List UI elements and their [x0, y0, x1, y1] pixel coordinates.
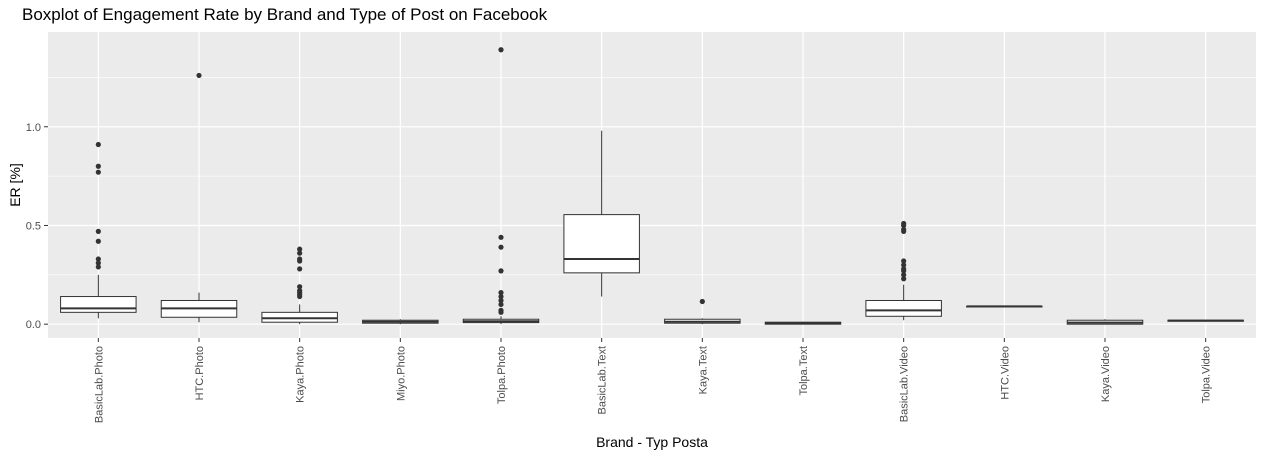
x-tick-label: Miyo.Photo — [395, 346, 407, 401]
outlier-point — [498, 244, 504, 250]
chart-title: Boxplot of Engagement Rate by Brand and … — [22, 5, 548, 24]
outlier-point — [901, 258, 907, 264]
x-tick-label: Tolpa.Text — [798, 346, 810, 396]
outlier-point — [901, 228, 907, 234]
outlier-point — [901, 262, 907, 268]
y-axis-title: ER [%] — [7, 163, 23, 207]
outlier-point — [498, 309, 504, 315]
box-Tolpa.Video — [1167, 319, 1244, 322]
outlier-point — [95, 169, 101, 175]
box-Miyo.Photo — [362, 319, 439, 325]
outlier-point — [95, 264, 101, 270]
box-BasicLab.Text — [563, 130, 640, 297]
outlier-point — [498, 234, 504, 240]
x-tick-label: BasicLab.Text — [597, 346, 609, 414]
box-iqr — [865, 299, 942, 317]
box-HTC.Photo — [160, 72, 238, 323]
outlier-point — [498, 297, 504, 304]
box-HTC.Video — [966, 305, 1043, 308]
outlier-point — [297, 284, 303, 290]
x-tick-label: Kaya.Text — [697, 346, 709, 394]
outlier-point — [297, 258, 303, 264]
y-tick-label: 1.0 — [26, 122, 41, 134]
boxes — [60, 47, 1244, 325]
outlier-point — [196, 72, 202, 79]
x-tick-label: HTC.Video — [999, 346, 1011, 400]
outlier-point — [95, 260, 101, 266]
outlier-point — [95, 141, 101, 148]
x-tick-label: BasicLab.Video — [899, 346, 911, 422]
y-axis: 0.0 0.5 1.0 — [26, 122, 48, 331]
x-tick-label: Kaya.Video — [1100, 346, 1112, 402]
outlier-point — [498, 293, 504, 300]
box-Tolpa.Photo — [462, 47, 540, 325]
box-Kaya.Video — [1066, 319, 1144, 325]
x-tick-label: Tolpa.Video — [1201, 346, 1213, 403]
x-tick-label: BasicLab.Photo — [93, 346, 105, 423]
outlier-point — [498, 47, 504, 53]
outlier-point — [95, 163, 101, 169]
x-axis: BasicLab.Photo HTC.Photo Kaya.Photo Miyo.Ph… — [93, 338, 1213, 423]
box-BasicLab.Photo — [60, 141, 137, 319]
x-tick-label: Tolpa.Photo — [496, 346, 508, 404]
outlier-point — [699, 298, 705, 305]
box-Tolpa.Text — [764, 321, 842, 325]
x-axis-title: Brand - Typ Posta — [596, 434, 708, 450]
outlier-point — [297, 250, 303, 256]
x-tick-label: Kaya.Photo — [295, 346, 307, 403]
x-tick-label: HTC.Photo — [194, 346, 206, 400]
outlier-point — [498, 301, 504, 308]
y-tick-label: 0.0 — [26, 319, 41, 331]
box-iqr — [60, 296, 137, 313]
outlier-point — [95, 256, 101, 262]
outlier-point — [498, 289, 504, 296]
box-Kaya.Photo — [261, 246, 338, 325]
outlier-point — [95, 228, 101, 234]
outlier-point — [901, 276, 907, 282]
box-Kaya.Text — [664, 298, 741, 325]
outlier-point — [901, 268, 907, 274]
box-BasicLab.Video — [865, 220, 942, 321]
y-tick-label: 0.5 — [26, 220, 41, 232]
outlier-point — [498, 268, 504, 274]
plot-panel — [48, 32, 1256, 338]
outlier-point — [95, 238, 101, 244]
outlier-point — [901, 272, 907, 278]
outlier-point — [297, 293, 303, 300]
outlier-point — [297, 266, 303, 272]
box-iqr — [563, 214, 640, 274]
outlier-point — [901, 222, 907, 229]
outlier-point — [297, 246, 303, 252]
